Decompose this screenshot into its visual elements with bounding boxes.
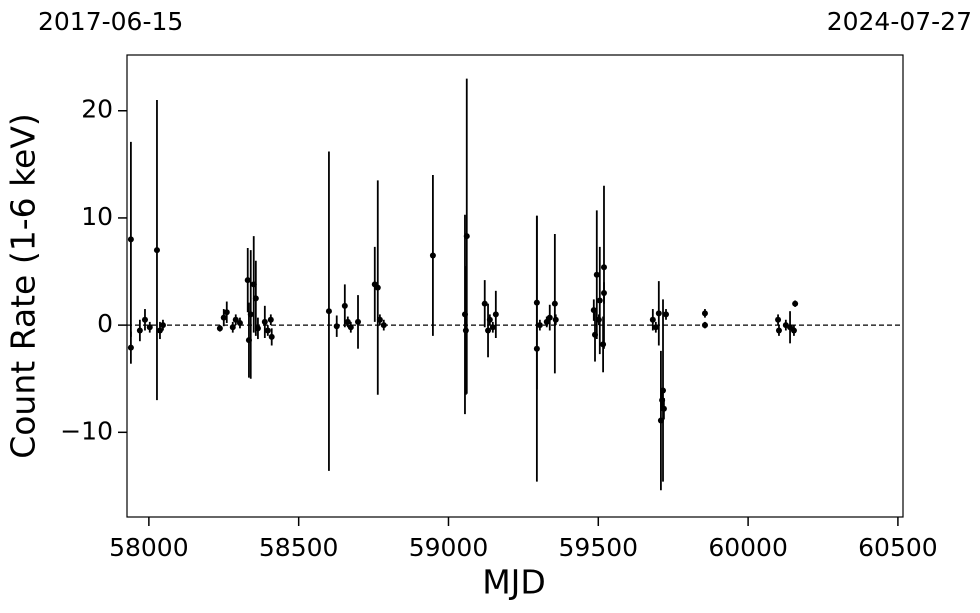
data-point [657, 417, 664, 424]
data-point [127, 236, 134, 243]
data-point [127, 344, 134, 351]
data-point [344, 318, 351, 325]
x-tick-label: 60500 [858, 533, 938, 562]
data-point [374, 284, 381, 291]
data-point [220, 314, 227, 321]
data-point [486, 316, 493, 323]
data-point [649, 316, 656, 323]
data-point [551, 300, 558, 307]
data-point [429, 252, 436, 259]
data-point [590, 307, 597, 314]
data-point [652, 324, 659, 331]
data-point [223, 309, 230, 316]
x-tick-label: 59000 [409, 533, 489, 562]
data-point [660, 405, 667, 412]
data-point [655, 310, 662, 317]
data-point [341, 302, 348, 309]
plot-frame [126, 54, 904, 518]
data-point [333, 323, 340, 330]
x-tick-label: 59500 [559, 533, 639, 562]
data-point [596, 297, 603, 304]
data-point [701, 310, 708, 317]
data-point [660, 387, 667, 394]
data-point [252, 295, 259, 302]
data-point [481, 300, 488, 307]
data-point [775, 316, 782, 323]
y-tick-label: 10 [81, 202, 113, 231]
data-point [347, 324, 354, 331]
data-point [595, 316, 602, 323]
data-point [600, 341, 607, 348]
data-point [376, 316, 383, 323]
data-point [492, 311, 499, 318]
data-point [254, 325, 261, 332]
y-tick-label: −10 [60, 416, 113, 445]
data-point [489, 324, 496, 331]
data-point [792, 300, 799, 307]
data-point [775, 327, 782, 334]
data-point [268, 333, 275, 340]
x-tick-label: 60000 [708, 533, 788, 562]
data-point [546, 314, 553, 321]
data-point [536, 322, 543, 329]
data-point [245, 337, 252, 344]
data-point [159, 322, 166, 329]
data-point [264, 327, 271, 334]
x-tick-label: 58000 [109, 533, 189, 562]
data-point [267, 316, 274, 323]
data-point [216, 325, 223, 332]
data-point [247, 311, 254, 318]
data-point [463, 233, 470, 240]
top-left-label: 2017-06-15 [38, 7, 183, 36]
data-point [591, 331, 598, 338]
data-point [146, 324, 153, 331]
data-point [153, 247, 160, 254]
data-point [232, 316, 239, 323]
data-point [236, 319, 243, 326]
data-point [325, 308, 332, 315]
data-point [663, 311, 670, 318]
data-point [543, 318, 550, 325]
data-point [701, 322, 708, 329]
y-tick-label: 0 [97, 309, 113, 338]
data-point [261, 318, 268, 325]
data-point [485, 327, 492, 334]
data-point [229, 324, 236, 331]
x-axis-label: MJD [482, 563, 546, 602]
data-point [244, 277, 251, 284]
data-point [380, 322, 387, 329]
data-point [659, 397, 666, 404]
data-point [600, 289, 607, 296]
data-point [600, 264, 607, 271]
data-point [533, 299, 540, 306]
x-tick-label: 58500 [259, 533, 339, 562]
y-axis-label: Count Rate (1-6 keV) [4, 113, 43, 459]
y-tick-label: 20 [81, 95, 113, 124]
data-point [355, 318, 362, 325]
top-right-label: 2024-07-27 [827, 7, 972, 36]
data-point [552, 316, 559, 323]
data-point [250, 281, 257, 288]
data-point [136, 327, 143, 334]
data-point [790, 327, 797, 334]
data-point [156, 327, 163, 334]
data-point [462, 327, 469, 334]
data-point [461, 311, 468, 318]
data-point [593, 271, 600, 278]
data-point [141, 316, 148, 323]
data-point [533, 345, 540, 352]
